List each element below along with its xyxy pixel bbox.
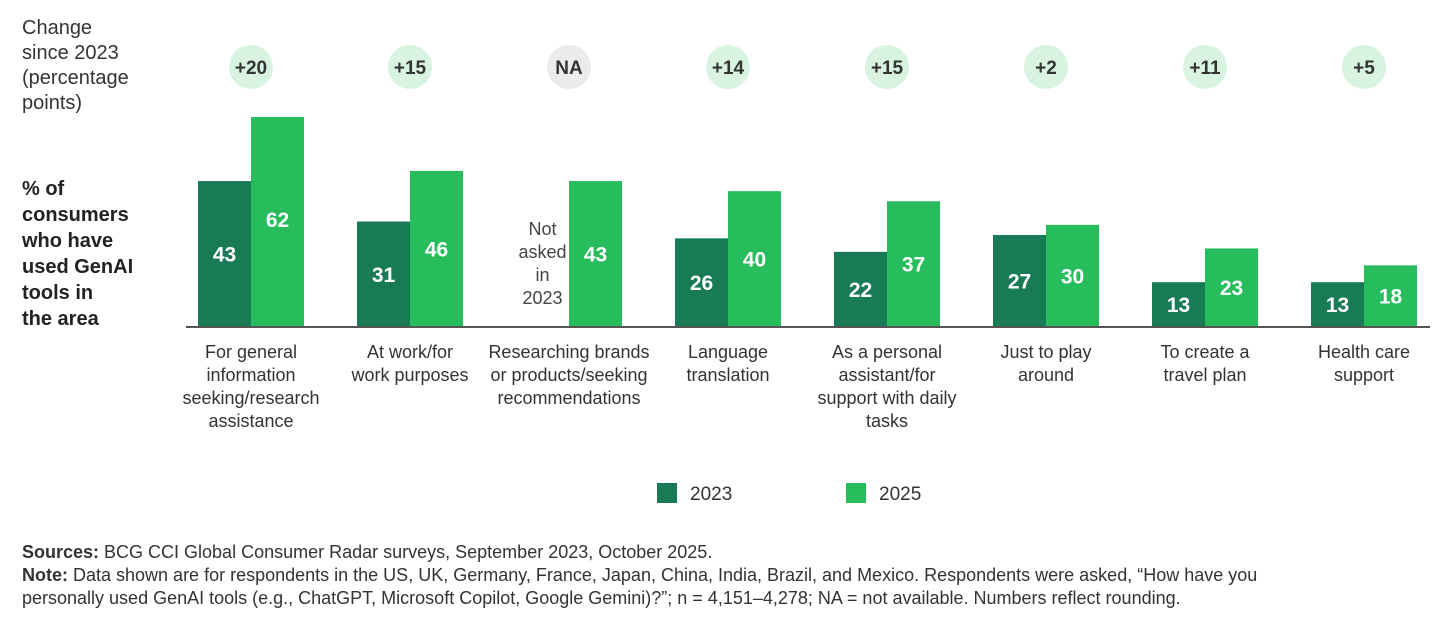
y-axis-label-line: tools in: [22, 282, 93, 304]
change-label-line: Change: [22, 17, 92, 39]
category-label-line: recommendations: [497, 388, 640, 408]
change-value: +14: [712, 58, 745, 79]
change-value: NA: [555, 58, 583, 79]
data-label: 43: [213, 244, 236, 267]
data-label: 37: [902, 254, 925, 277]
category-label-line: assistant/for: [838, 365, 935, 385]
note-line-2: personally used GenAI tools (e.g., ChatG…: [22, 588, 1181, 608]
bar-2023: [357, 221, 410, 326]
change-badge: [865, 45, 909, 89]
data-label: 43: [584, 244, 607, 267]
change-value: +5: [1353, 58, 1375, 79]
bar-2025: [728, 191, 781, 326]
y-axis-label-line: who have: [21, 230, 113, 252]
change-label-line: since 2023: [22, 42, 119, 64]
bar-2025: [410, 170, 463, 326]
note-text: Data shown are for respondents in the US…: [68, 565, 1258, 585]
y-axis-label-line: % of: [22, 178, 65, 200]
change-badge: [1024, 45, 1068, 89]
data-label: 30: [1061, 265, 1084, 288]
missing-data-label: 2023: [522, 288, 562, 308]
change-badge: [706, 45, 750, 89]
category-label-line: support with daily: [817, 388, 956, 408]
y-axis-label-line: used GenAI: [22, 256, 133, 278]
bar-2025: [1046, 224, 1099, 326]
change-value: +15: [394, 58, 427, 79]
bar-2025: [887, 201, 940, 326]
y-axis-label-line: consumers: [22, 204, 129, 226]
category-label-line: Language: [688, 342, 768, 362]
change-label-line: (percentage: [22, 67, 129, 89]
category-label-line: information: [206, 365, 295, 385]
category-label-line: travel plan: [1163, 365, 1246, 385]
legend-swatch-2025: [846, 483, 866, 503]
data-label: 13: [1326, 294, 1349, 317]
data-label: 27: [1008, 270, 1031, 293]
note: Note: Data shown are for respondents in …: [22, 564, 1257, 587]
bar-2023: [993, 234, 1046, 326]
category-label-line: or products/seeking: [490, 365, 647, 385]
change-badge: [1342, 45, 1386, 89]
category-label-line: Just to play: [1000, 342, 1091, 362]
data-label: 26: [690, 272, 713, 295]
category-label-line: Health care: [1318, 342, 1410, 362]
change-value: +11: [1189, 58, 1221, 79]
data-label: 46: [425, 238, 448, 261]
bar-2025: [1364, 265, 1417, 326]
change-badge: [1183, 45, 1227, 89]
sources-text: BCG CCI Global Consumer Radar surveys, S…: [99, 542, 713, 562]
change-badge: [229, 45, 273, 89]
sources-label: Sources:: [22, 542, 100, 562]
category-label-line: work purposes: [350, 365, 468, 385]
missing-data-label: Not: [528, 219, 556, 239]
category-label-line: Researching brands: [488, 342, 649, 362]
bar-2023: [1152, 282, 1205, 326]
bar-2023: [834, 251, 887, 326]
category-label-line: seeking/research: [182, 388, 319, 408]
legend-label: 2023: [690, 484, 732, 505]
change-value: +15: [871, 58, 904, 79]
category-label-line: tasks: [866, 411, 908, 431]
y-axis-label-line: the area: [22, 308, 100, 330]
bar-2025: [569, 181, 622, 326]
category-label-line: support: [1334, 365, 1394, 385]
data-label: 62: [266, 209, 289, 232]
missing-data-label: in: [535, 265, 549, 285]
category-label-line: As a personal: [832, 342, 942, 362]
data-label: 22: [849, 279, 872, 302]
change-value: +2: [1035, 58, 1057, 79]
missing-data-label: asked: [518, 242, 566, 262]
change-badge: [547, 45, 591, 89]
bar-2025: [251, 117, 304, 326]
bar-2023: [198, 181, 251, 326]
category-label-line: around: [1018, 365, 1074, 385]
category-label-line: translation: [686, 365, 769, 385]
note-label: Note:: [22, 565, 68, 585]
legend-swatch-2023: [657, 483, 677, 503]
change-value: +20: [235, 58, 267, 79]
category-label-line: assistance: [208, 411, 293, 431]
category-label-line: To create a: [1160, 342, 1250, 362]
change-badge: [388, 45, 432, 89]
change-label-line: points): [22, 92, 82, 114]
data-label: 23: [1220, 277, 1243, 300]
category-label-line: At work/for: [367, 342, 453, 362]
bar-2023: [675, 238, 728, 326]
data-label: 40: [743, 249, 766, 272]
data-label: 31: [372, 264, 396, 287]
data-label: 18: [1379, 286, 1403, 309]
legend-label: 2025: [879, 484, 921, 505]
sources-note: Sources: BCG CCI Global Consumer Radar s…: [22, 541, 712, 564]
bar-2023: [1311, 282, 1364, 326]
data-label: 13: [1167, 294, 1190, 317]
bar-2025: [1205, 248, 1258, 326]
category-label-line: For general: [205, 342, 297, 362]
